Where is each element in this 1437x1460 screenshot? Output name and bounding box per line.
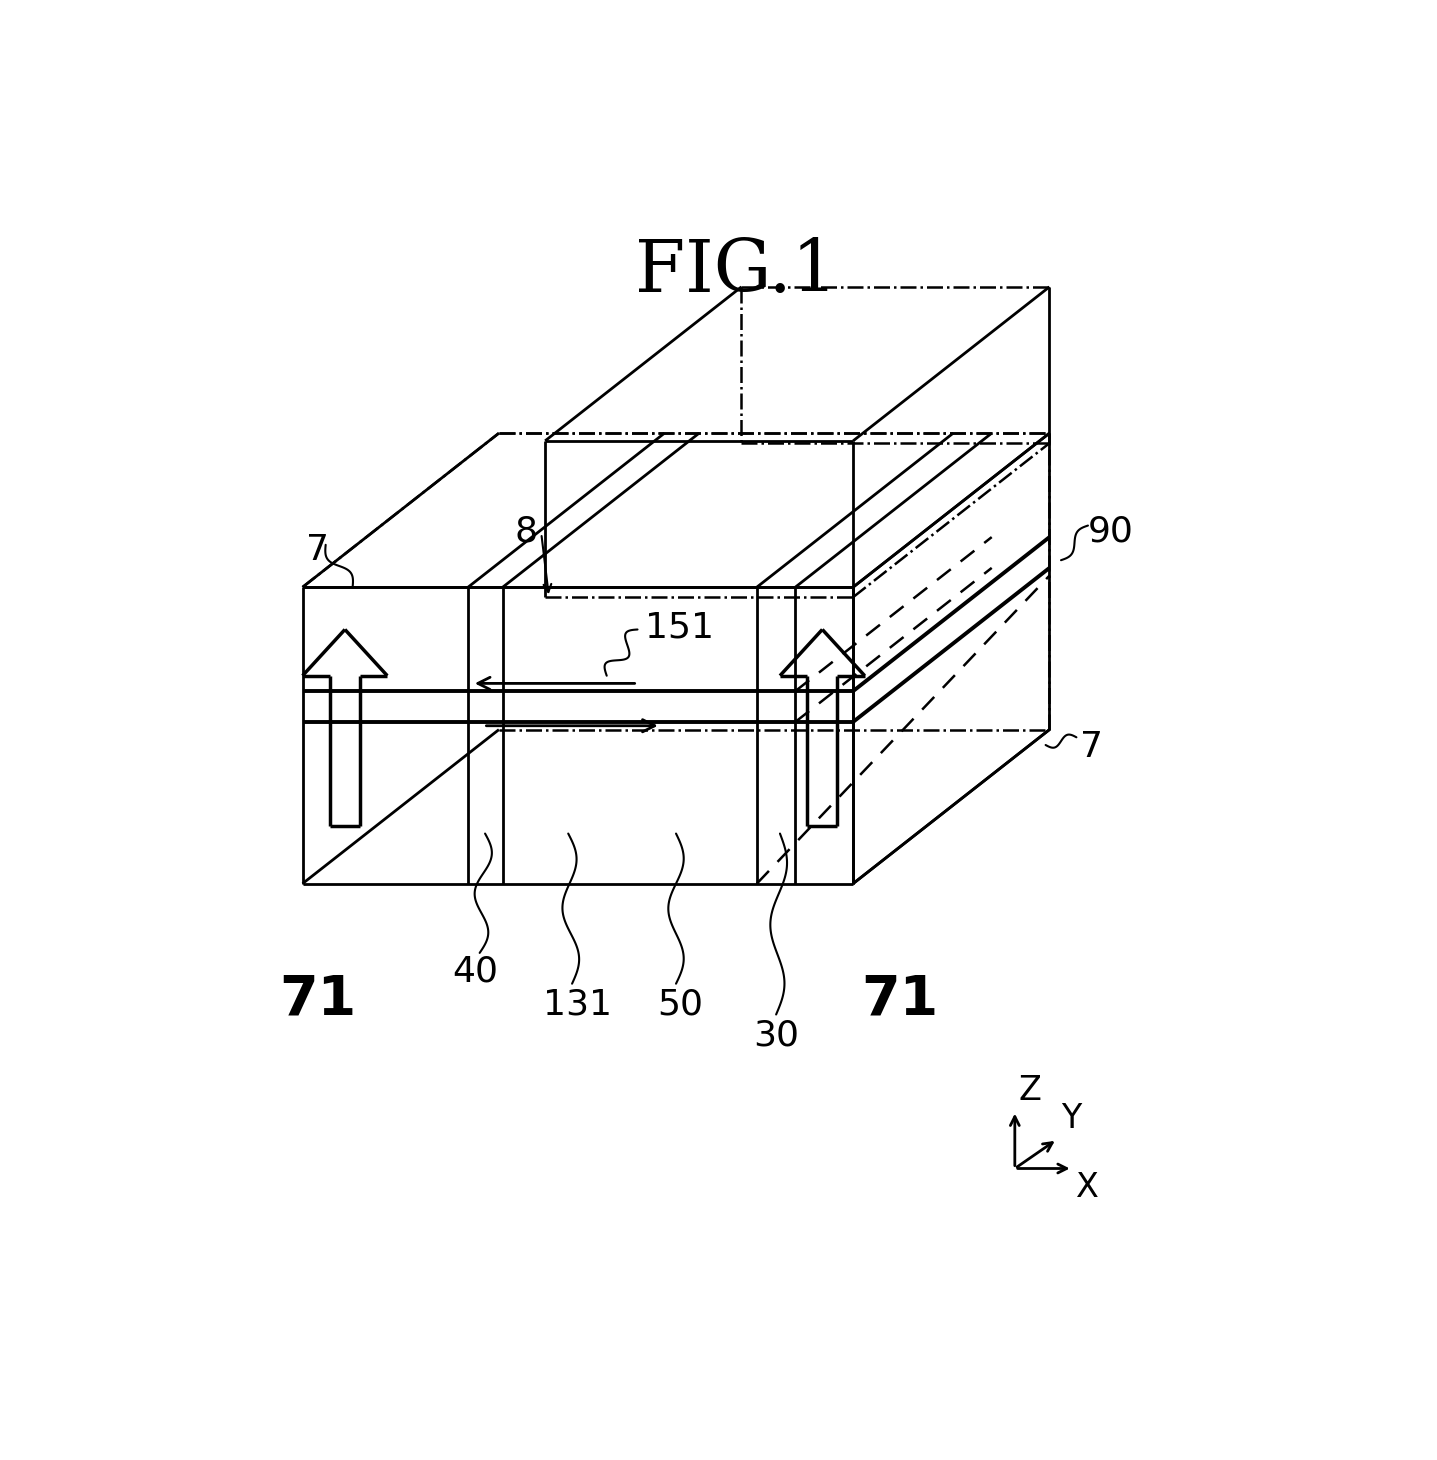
Text: 71: 71 xyxy=(861,972,938,1026)
Text: FIG.1: FIG.1 xyxy=(635,237,838,308)
Text: 131: 131 xyxy=(543,987,612,1022)
Text: 7: 7 xyxy=(1081,730,1104,764)
Text: 30: 30 xyxy=(753,1019,799,1053)
Text: X: X xyxy=(1076,1171,1099,1204)
Text: Z: Z xyxy=(1019,1075,1042,1107)
Text: 71: 71 xyxy=(279,972,356,1026)
Text: 8: 8 xyxy=(514,514,537,548)
Text: 40: 40 xyxy=(453,955,499,988)
Text: 50: 50 xyxy=(657,987,703,1022)
Text: 90: 90 xyxy=(1088,514,1134,548)
Text: Y: Y xyxy=(1061,1102,1081,1136)
Text: 151: 151 xyxy=(645,610,714,644)
Text: 7: 7 xyxy=(306,533,329,568)
